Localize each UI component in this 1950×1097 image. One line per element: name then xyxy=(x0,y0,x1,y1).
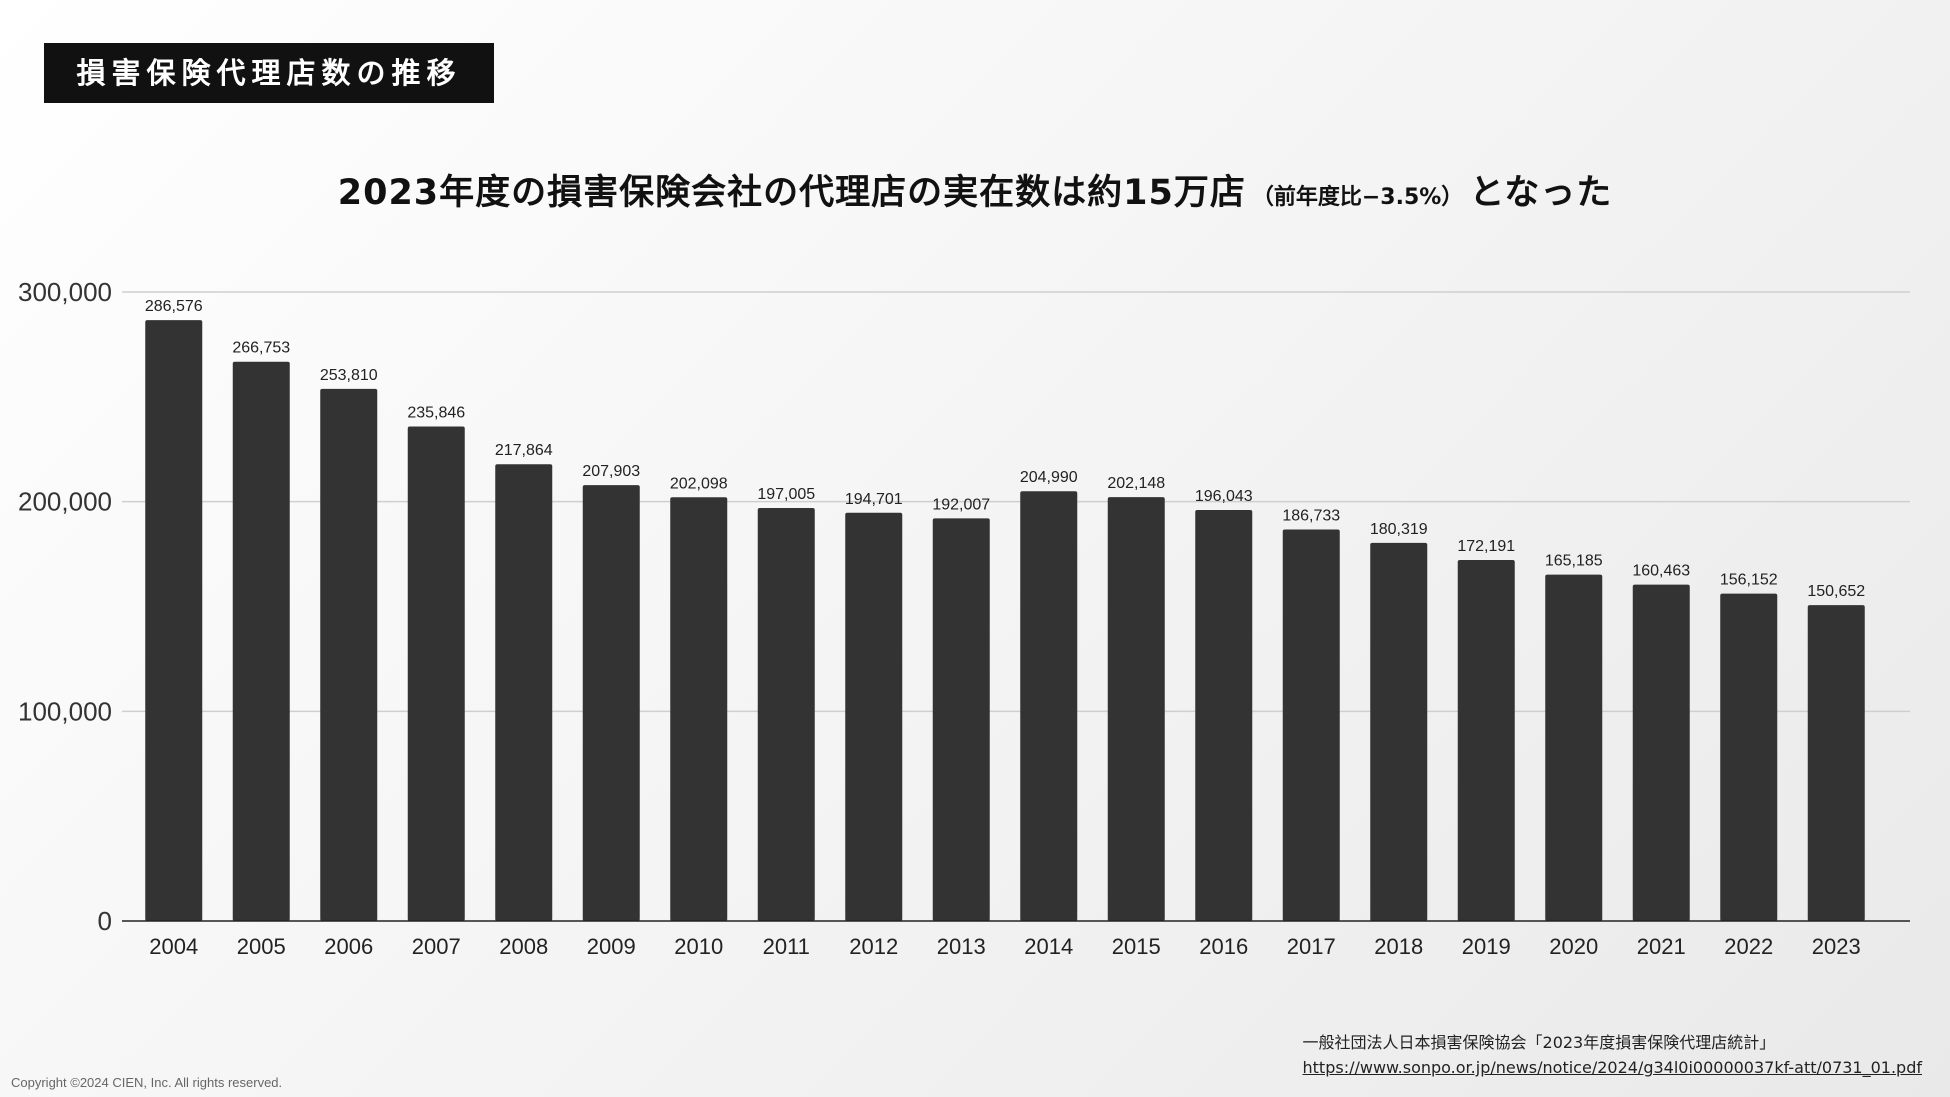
x-axis-tick-labels: 2004 2005 2006 2007 2008 2009 2010 2011 2012 2013… xyxy=(149,934,1860,959)
x-tick-label: 2015 xyxy=(1112,934,1161,959)
bar-2018 xyxy=(1370,542,1428,921)
page-label: 損害保険代理店数の推移 xyxy=(44,43,494,103)
bar-2020 xyxy=(1545,574,1603,921)
chart-headline: 2023年度の損害保険会社の代理店の実在数は約15万店 （前年度比−3.5%） とな… xyxy=(0,164,1950,215)
bar-value-label: 204,990 xyxy=(1020,469,1078,486)
bar-value-label: 194,701 xyxy=(845,491,903,508)
bar-value-label: 160,463 xyxy=(1632,563,1690,580)
bar-2009 xyxy=(582,485,640,921)
bar-2008 xyxy=(495,464,553,921)
source-note: 一般社団法人日本損害保険協会「2023年度損害保険代理店統計」 https://… xyxy=(1303,1030,1922,1080)
x-tick-label: 2006 xyxy=(324,934,373,959)
bar-value-label: 172,191 xyxy=(1457,538,1515,555)
x-tick-label: 2009 xyxy=(587,934,636,959)
bar-2006 xyxy=(320,388,378,921)
bar-value-label: 235,846 xyxy=(407,405,465,422)
bar-value-label: 286,576 xyxy=(145,298,203,315)
y-tick-label: 100,000 xyxy=(18,696,112,726)
bar-2007 xyxy=(407,426,465,921)
y-tick-label: 200,000 xyxy=(18,487,112,517)
x-tick-label: 2016 xyxy=(1199,934,1248,959)
x-tick-label: 2023 xyxy=(1812,934,1861,959)
bar-value-label: 150,652 xyxy=(1807,583,1865,600)
y-axis-tick-labels: 0 100,000 200,000 300,000 xyxy=(18,277,112,936)
bar-2021 xyxy=(1632,584,1690,921)
bar-value-label: 165,185 xyxy=(1545,553,1603,570)
y-tick-label: 0 xyxy=(98,906,112,936)
source-label: 一般社団法人日本損害保険協会「2023年度損害保険代理店統計」 xyxy=(1302,1033,1776,1052)
copyright: Copyright ©2024 CIEN, Inc. All rights re… xyxy=(11,1075,283,1090)
bar-2019 xyxy=(1457,559,1515,921)
bar-value-label: 266,753 xyxy=(232,340,290,357)
x-tick-label: 2022 xyxy=(1724,934,1773,959)
bar-value-label: 156,152 xyxy=(1720,572,1778,589)
headline-tail: となった xyxy=(1469,173,1613,213)
x-tick-label: 2008 xyxy=(499,934,548,959)
bar-2004 xyxy=(145,320,203,922)
bar-2023 xyxy=(1807,605,1865,921)
bars xyxy=(145,320,1865,922)
bar-2014 xyxy=(1020,491,1078,921)
bar-value-label: 217,864 xyxy=(495,442,553,459)
bar-2005 xyxy=(232,361,290,921)
bar-value-label: 186,733 xyxy=(1282,507,1340,524)
x-tick-label: 2013 xyxy=(937,934,986,959)
bar-2015 xyxy=(1107,497,1165,921)
x-tick-label: 2007 xyxy=(412,934,461,959)
x-tick-label: 2014 xyxy=(1024,934,1073,959)
bar-value-label: 207,903 xyxy=(582,463,640,480)
bar-value-label: 253,810 xyxy=(320,367,378,384)
x-tick-label: 2004 xyxy=(149,934,198,959)
y-tick-label: 300,000 xyxy=(18,277,112,307)
bar-value-label: 196,043 xyxy=(1195,488,1253,505)
bar-2013 xyxy=(932,518,990,921)
bar-2016 xyxy=(1195,509,1253,921)
x-tick-label: 2018 xyxy=(1374,934,1423,959)
x-tick-label: 2011 xyxy=(763,934,810,959)
x-tick-label: 2017 xyxy=(1287,934,1336,959)
bar-value-label: 180,319 xyxy=(1370,521,1428,538)
headline-note: （前年度比−3.5%） xyxy=(1251,185,1464,210)
bar-value-label: 197,005 xyxy=(757,486,815,503)
bar-value-labels: 286,576 266,753 253,810 235,846 217,864 207,9… xyxy=(145,298,1865,600)
source-link[interactable]: https://www.sonpo.or.jp/news/notice/2024… xyxy=(1302,1058,1922,1077)
bar-value-label: 192,007 xyxy=(932,496,990,513)
bar-2011 xyxy=(757,507,815,921)
x-tick-label: 2005 xyxy=(237,934,286,959)
x-tick-label: 2012 xyxy=(849,934,898,959)
headline-main: 2023年度の損害保険会社の代理店の実在数は約15万店 xyxy=(337,173,1246,213)
bar-2010 xyxy=(670,497,728,921)
bar-value-label: 202,098 xyxy=(670,475,728,492)
x-tick-label: 2020 xyxy=(1549,934,1598,959)
bar-2022 xyxy=(1720,593,1778,921)
bar-value-label: 202,148 xyxy=(1107,475,1165,492)
x-tick-label: 2021 xyxy=(1637,934,1686,959)
x-tick-label: 2010 xyxy=(674,934,723,959)
bar-2012 xyxy=(845,512,903,921)
bar-2017 xyxy=(1282,529,1340,921)
x-tick-label: 2019 xyxy=(1462,934,1511,959)
